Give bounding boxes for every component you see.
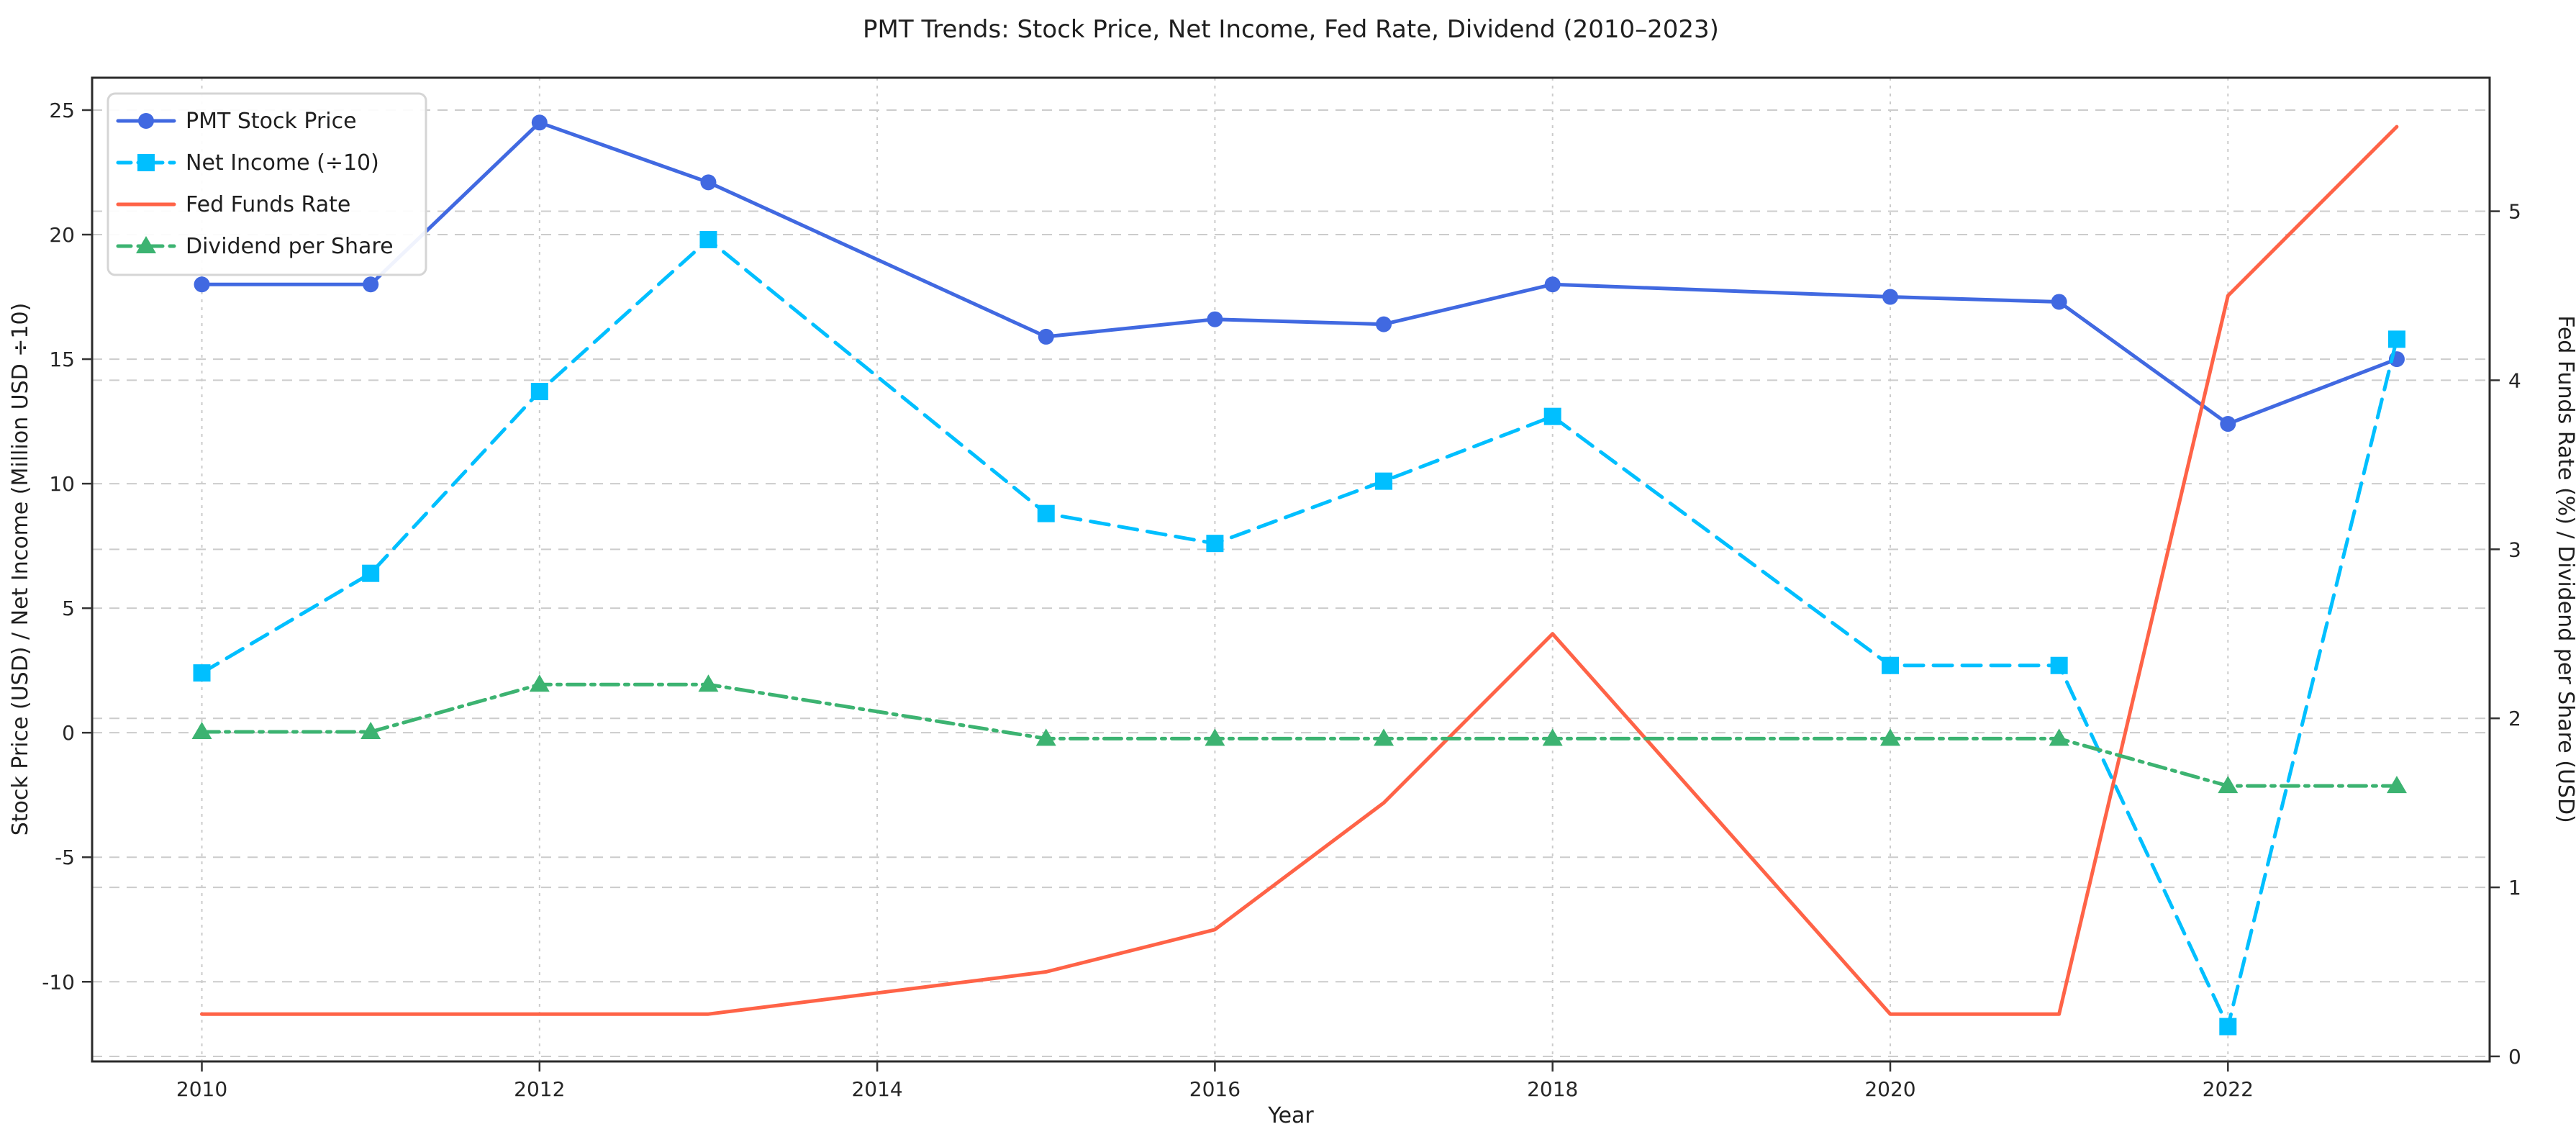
series-marker-net-income-10-2010 bbox=[193, 664, 211, 682]
series-marker-net-income-10-2016 bbox=[1206, 535, 1224, 553]
series-marker-net-income-10-2021 bbox=[2050, 656, 2068, 674]
tick-label-x-2014: 2014 bbox=[851, 1077, 902, 1101]
series-marker-dividend-per-share-2013 bbox=[698, 674, 719, 692]
legend-label-dividend-per-share: Dividend per Share bbox=[186, 234, 394, 259]
tick-label-x-2018: 2018 bbox=[1527, 1077, 1578, 1101]
tick-label-x-2022: 2022 bbox=[2203, 1077, 2254, 1101]
legend-box bbox=[106, 92, 427, 276]
tick-label-right-2: 2 bbox=[2508, 707, 2521, 730]
series-marker-pmt-stock-price-2015 bbox=[1038, 328, 1054, 345]
series-marker-dividend-per-share-2023 bbox=[2386, 776, 2407, 794]
tick-label-x-2010: 2010 bbox=[176, 1077, 227, 1101]
series-marker-net-income-10-2012 bbox=[530, 383, 548, 401]
tick-label-x-2012: 2012 bbox=[514, 1077, 565, 1101]
tick-label-x-2016: 2016 bbox=[1189, 1077, 1241, 1101]
legend-label-net-income-10: Net Income (÷10) bbox=[186, 150, 379, 176]
legend-marker-dividend-per-share bbox=[136, 236, 156, 253]
series-line-fed-funds-rate bbox=[200, 124, 2399, 1016]
series-line-dividend-per-share bbox=[200, 682, 2399, 788]
series-marker-pmt-stock-price-2011 bbox=[363, 276, 379, 293]
series-marker-dividend-per-share-2022 bbox=[2218, 776, 2239, 794]
series-marker-pmt-stock-price-2013 bbox=[700, 174, 717, 191]
series-line-net-income-10 bbox=[200, 237, 2399, 1028]
tick-label-right-3: 3 bbox=[2508, 538, 2521, 561]
left-y-axis-label: Stock Price (USD) / Net Income (Million … bbox=[8, 303, 33, 836]
legend-marker-net-income-10 bbox=[137, 154, 155, 171]
legend-marker-pmt-stock-price bbox=[138, 113, 154, 129]
tick-label-x-2020: 2020 bbox=[1864, 1077, 1915, 1101]
series-marker-dividend-per-share-2020 bbox=[1880, 728, 1900, 746]
series-marker-pmt-stock-price-2010 bbox=[194, 276, 210, 293]
series-marker-pmt-stock-price-2021 bbox=[2051, 294, 2067, 310]
tick-label-right-1: 1 bbox=[2508, 876, 2521, 900]
series-marker-net-income-10-2022 bbox=[2219, 1018, 2237, 1036]
series-marker-net-income-10-2017 bbox=[1375, 472, 1393, 490]
tick-label-left-10: 10 bbox=[49, 472, 75, 496]
x-axis-label: Year bbox=[1267, 1103, 1314, 1128]
series-marker-dividend-per-share-2017 bbox=[1374, 728, 1394, 746]
series-marker-dividend-per-share-2018 bbox=[1542, 728, 1563, 746]
tick-label-right-0: 0 bbox=[2508, 1045, 2521, 1069]
tick-label-left--10: -10 bbox=[42, 970, 75, 994]
series-marker-net-income-10-2013 bbox=[699, 230, 717, 248]
series-marker-dividend-per-share-2011 bbox=[360, 721, 381, 739]
series-line-pmt-stock-price bbox=[200, 120, 2399, 426]
series-marker-pmt-stock-price-2017 bbox=[1376, 316, 1392, 332]
tick-label-left--5: -5 bbox=[55, 846, 75, 869]
series-marker-pmt-stock-price-2022 bbox=[2220, 416, 2236, 432]
plot-area: 2010 2012 2014 2016 2018 2020 20222520151050-5… bbox=[42, 76, 2521, 1101]
tick-label-right-4: 4 bbox=[2508, 368, 2521, 392]
series-marker-dividend-per-share-2012 bbox=[529, 674, 550, 692]
legend-label-fed-funds-rate: Fed Funds Rate bbox=[186, 192, 350, 217]
series-marker-pmt-stock-price-2020 bbox=[1882, 289, 1898, 305]
tick-label-left-20: 20 bbox=[49, 223, 75, 247]
series-marker-net-income-10-2015 bbox=[1037, 504, 1055, 522]
series-marker-net-income-10-2023 bbox=[2387, 330, 2405, 348]
series-marker-dividend-per-share-2016 bbox=[1205, 728, 1225, 746]
tick-label-right-5: 5 bbox=[2508, 200, 2521, 224]
right-y-axis-label: Fed Funds Rate (%) / Dividend per Share … bbox=[2553, 315, 2576, 823]
tick-label-left-15: 15 bbox=[49, 348, 75, 371]
series-marker-pmt-stock-price-2016 bbox=[1207, 311, 1223, 327]
tick-label-left-0: 0 bbox=[62, 721, 75, 745]
series-marker-net-income-10-2020 bbox=[1882, 656, 1899, 674]
legend-label-pmt-stock-price: PMT Stock Price bbox=[186, 109, 357, 134]
series-marker-dividend-per-share-2015 bbox=[1035, 728, 1056, 746]
plot-frame bbox=[91, 76, 2491, 1063]
series-marker-pmt-stock-price-2018 bbox=[1544, 276, 1561, 293]
series-marker-dividend-per-share-2021 bbox=[2049, 728, 2069, 746]
series-marker-dividend-per-share-2010 bbox=[191, 721, 212, 739]
tick-label-left-5: 5 bbox=[62, 597, 75, 620]
series-marker-pmt-stock-price-2012 bbox=[531, 114, 548, 131]
tick-label-left-25: 25 bbox=[49, 99, 75, 122]
series-marker-net-income-10-2018 bbox=[1543, 407, 1561, 425]
chart-title: PMT Trends: Stock Price, Net Income, Fed… bbox=[863, 15, 1719, 44]
series-marker-net-income-10-2011 bbox=[362, 564, 380, 582]
